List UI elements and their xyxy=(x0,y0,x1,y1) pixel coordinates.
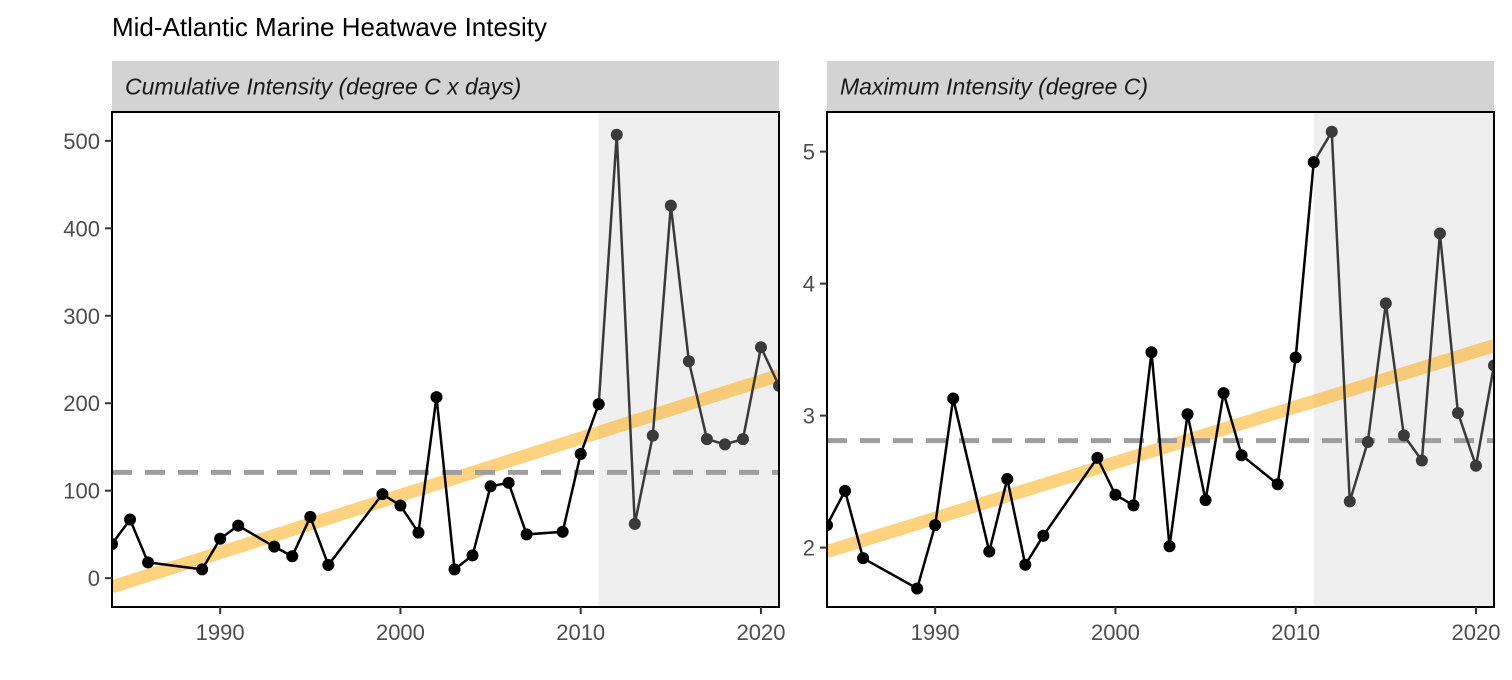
data-point xyxy=(520,528,533,541)
data-point xyxy=(574,447,587,460)
data-point xyxy=(718,438,731,451)
data-point xyxy=(196,563,209,576)
data-point xyxy=(1271,478,1284,491)
panel-1: Cumulative Intensity (degree C x days) 0 1… xyxy=(63,61,785,645)
data-point xyxy=(430,391,443,404)
data-point xyxy=(592,398,605,411)
data-point xyxy=(1217,387,1230,400)
data-point xyxy=(983,545,996,558)
data-point xyxy=(773,379,779,392)
data-point xyxy=(700,433,713,446)
data-point xyxy=(502,476,515,489)
data-point xyxy=(1199,494,1212,507)
panel-border xyxy=(826,111,1495,608)
data-point xyxy=(268,540,281,553)
data-point xyxy=(1235,449,1248,462)
x-tick-label: 2020 xyxy=(1451,620,1500,645)
plot-area xyxy=(827,112,1494,607)
data-point xyxy=(1109,488,1122,501)
y-tick-label: 200 xyxy=(63,391,100,416)
data-point xyxy=(857,552,870,565)
plot-area xyxy=(112,112,779,607)
data-point xyxy=(124,513,137,526)
data-point xyxy=(1145,346,1158,359)
y-tick-label: 0 xyxy=(88,566,100,591)
data-point xyxy=(1361,436,1374,448)
data-point xyxy=(1091,451,1104,464)
data-point xyxy=(754,341,767,354)
x-tick-label: 1990 xyxy=(196,620,245,645)
x-tick-label: 2010 xyxy=(556,620,605,645)
data-point xyxy=(1307,156,1320,169)
y-tick-label: 3 xyxy=(803,404,815,429)
data-point xyxy=(1037,529,1050,542)
facet-strip xyxy=(112,61,779,112)
data-point xyxy=(304,510,317,523)
y-tick-label: 300 xyxy=(63,304,100,329)
data-point xyxy=(112,538,118,551)
data-point xyxy=(448,563,461,576)
data-point xyxy=(394,499,407,512)
data-point xyxy=(1019,558,1032,571)
data-point xyxy=(1379,297,1392,310)
data-point xyxy=(1433,227,1446,240)
data-point xyxy=(1415,454,1428,467)
y-tick-label: 100 xyxy=(63,479,100,504)
facet-strip xyxy=(827,61,1494,112)
x-tick-label: 2020 xyxy=(736,620,785,645)
data-point xyxy=(1181,408,1194,421)
data-point xyxy=(1163,540,1176,553)
panel-border xyxy=(111,111,780,608)
data-point xyxy=(664,199,677,212)
data-point xyxy=(610,128,623,141)
data-point xyxy=(1397,429,1410,442)
series-line xyxy=(827,162,1315,591)
x-tick-label: 2000 xyxy=(376,620,425,645)
data-point xyxy=(736,433,749,446)
data-point xyxy=(466,549,479,562)
data-point xyxy=(232,519,245,532)
data-point xyxy=(646,429,659,442)
x-tick-label: 1990 xyxy=(911,620,960,645)
data-point xyxy=(142,556,155,569)
data-point xyxy=(286,550,299,563)
y-tick-label: 400 xyxy=(63,216,100,241)
data-point xyxy=(1451,406,1464,419)
x-tick-label: 2000 xyxy=(1091,620,1140,645)
data-point xyxy=(1488,359,1494,372)
facet-strip-label: Maximum Intensity (degree C) xyxy=(840,74,1148,100)
y-tick-label: 2 xyxy=(803,536,815,561)
data-point xyxy=(947,392,960,405)
data-point xyxy=(1469,459,1482,472)
data-point xyxy=(628,517,641,530)
y-tick-label: 5 xyxy=(803,140,815,165)
data-point xyxy=(827,519,833,532)
data-point xyxy=(376,488,389,501)
data-point xyxy=(214,532,227,545)
y-tick-label: 4 xyxy=(803,272,815,297)
chart-title: Mid-Atlantic Marine Heatwave Intesity xyxy=(112,12,547,42)
data-point xyxy=(1001,472,1014,485)
data-point xyxy=(929,519,942,532)
series-line xyxy=(112,396,600,572)
data-point xyxy=(412,526,425,539)
y-tick-label: 500 xyxy=(63,129,100,154)
data-point xyxy=(1289,351,1302,364)
data-point xyxy=(682,355,695,368)
data-point xyxy=(1343,495,1356,508)
data-point xyxy=(911,582,924,595)
data-point xyxy=(484,480,497,493)
data-point xyxy=(556,525,569,538)
data-point xyxy=(839,484,852,497)
x-tick-label: 2010 xyxy=(1271,620,1320,645)
data-point xyxy=(322,559,335,572)
data-point xyxy=(1325,125,1338,138)
facet-strip-label: Cumulative Intensity (degree C x days) xyxy=(125,74,521,100)
data-point xyxy=(1127,499,1140,512)
panel-2: Maximum Intensity (degree C) 2 3 4 5 1990 2000… xyxy=(803,61,1500,645)
